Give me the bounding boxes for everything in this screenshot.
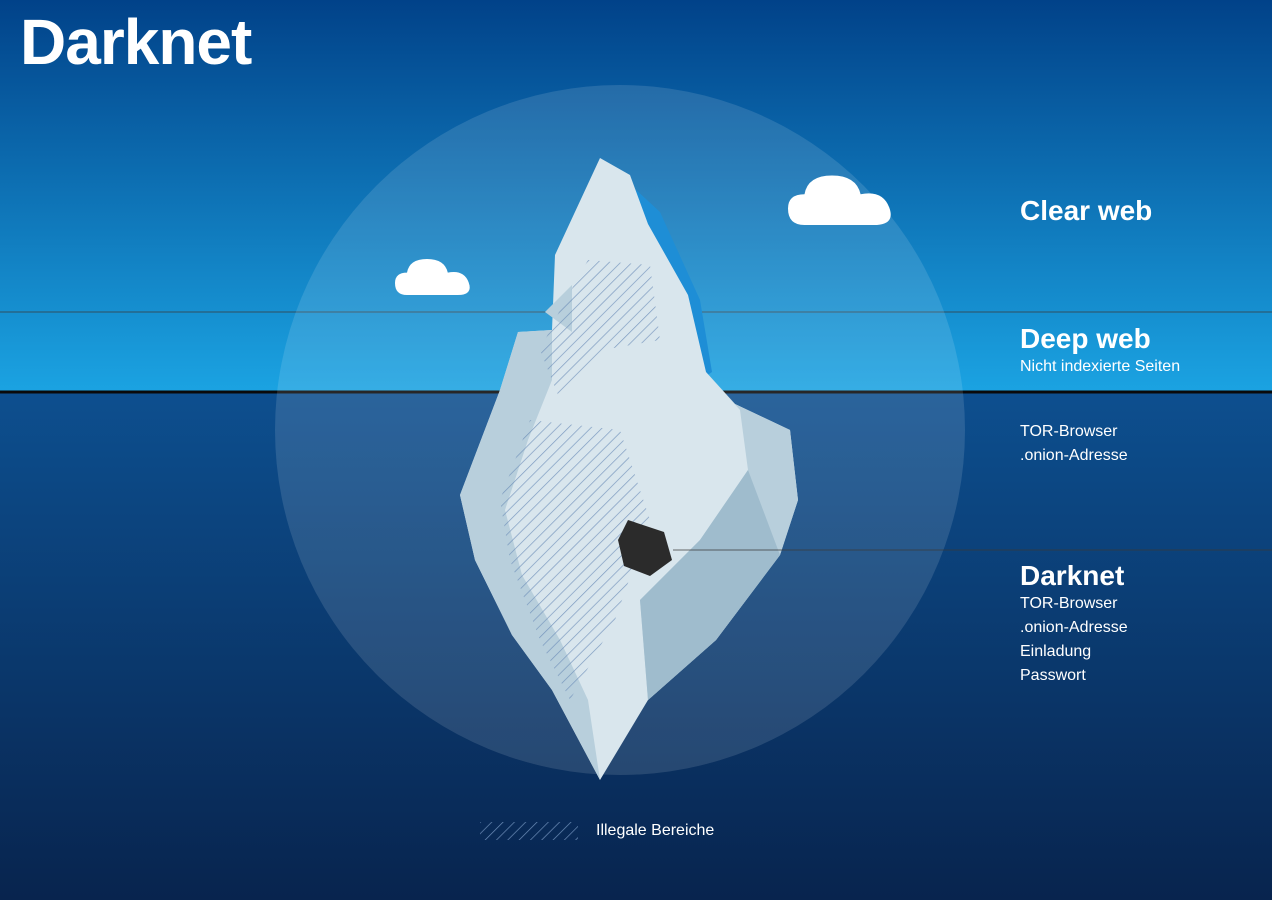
label-clearweb: Clear web [1020, 195, 1152, 227]
legend-label: Illegale Bereiche [596, 822, 714, 840]
darknet-title: Darknet [1020, 560, 1128, 592]
legend-swatch [480, 822, 578, 840]
deepweb-title: Deep web [1020, 323, 1180, 355]
legend: Illegale Bereiche [480, 822, 714, 840]
clearweb-title: Clear web [1020, 195, 1152, 227]
darknet-line: Passwort [1020, 664, 1128, 688]
infographic-canvas: Darknet Clear web Deep web Nicht indexie… [0, 0, 1272, 900]
darknet-line: Einladung [1020, 640, 1128, 664]
deepweb-subtitle: Nicht indexierte Seiten [1020, 355, 1180, 379]
label-darknet: Darknet TOR-Browser .onion-Adresse Einla… [1020, 560, 1128, 688]
page-title: Darknet [20, 5, 251, 79]
darknet-line: .onion-Adresse [1020, 616, 1128, 640]
label-deepweb: Deep web Nicht indexierte Seiten [1020, 323, 1180, 379]
deepweb-line: .onion-Adresse [1020, 444, 1128, 468]
label-deepweb-lines: TOR-Browser .onion-Adresse [1020, 420, 1128, 468]
darknet-line: TOR-Browser [1020, 592, 1128, 616]
deepweb-line: TOR-Browser [1020, 420, 1128, 444]
